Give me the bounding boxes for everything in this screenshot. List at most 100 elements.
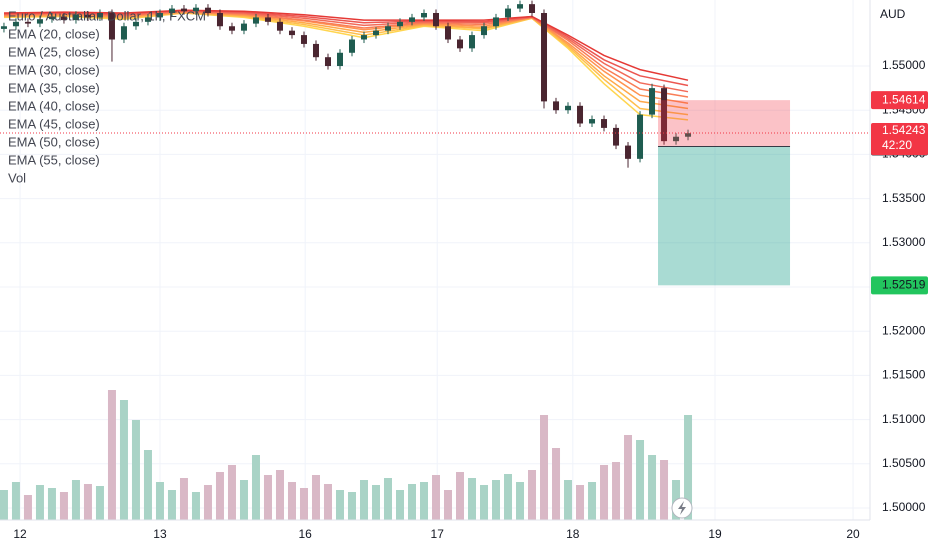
volume-bar bbox=[83, 484, 92, 520]
volume-bar bbox=[191, 492, 200, 520]
volume-bar bbox=[227, 465, 236, 520]
candle-body bbox=[493, 17, 500, 27]
last-price-label: 1.54243 bbox=[882, 123, 926, 137]
candle-body bbox=[264, 17, 271, 22]
volume-bar bbox=[143, 450, 152, 520]
y-tick-label: 1.53500 bbox=[882, 191, 926, 205]
y-tick-label: 1.51500 bbox=[882, 368, 926, 382]
corner bbox=[870, 520, 932, 550]
volume-bar bbox=[155, 482, 164, 520]
volume-bar bbox=[23, 495, 32, 520]
x-tick-label: 20 bbox=[846, 527, 860, 541]
volume-bar bbox=[131, 420, 140, 520]
stop-zone bbox=[658, 100, 791, 147]
candle-body bbox=[120, 26, 127, 40]
ema-line bbox=[3, 12, 689, 116]
candle-body bbox=[84, 14, 91, 18]
ema-line bbox=[3, 9, 689, 81]
candle-body bbox=[601, 119, 608, 128]
y-tick-label: 1.52000 bbox=[882, 323, 926, 337]
volume-bar bbox=[275, 470, 284, 520]
candle-body bbox=[553, 101, 560, 111]
candle-body bbox=[108, 12, 115, 40]
volume-bar bbox=[516, 482, 525, 520]
candle-body bbox=[0, 26, 7, 29]
x-tick-label: 16 bbox=[299, 527, 313, 541]
volume-bar bbox=[419, 482, 428, 520]
volume-bar bbox=[47, 488, 56, 520]
candle-body bbox=[168, 8, 175, 13]
candle-body bbox=[144, 17, 151, 22]
candle-body bbox=[505, 8, 512, 18]
candle-body bbox=[276, 21, 283, 31]
candle-body bbox=[324, 57, 331, 67]
ema-line bbox=[3, 10, 689, 93]
volume-bar bbox=[684, 415, 693, 520]
volume-bar bbox=[383, 478, 392, 520]
axis-labels: 1.550001.545001.540001.535001.530001.525… bbox=[13, 58, 928, 541]
candle-body bbox=[288, 30, 295, 36]
legend-entry: EMA (25, close) bbox=[8, 44, 100, 59]
volume-bar bbox=[468, 478, 477, 520]
legend-title: Euro / Australian Dollar, 1h, FXCM bbox=[8, 8, 206, 23]
candle-body bbox=[433, 12, 440, 27]
volume-bar bbox=[59, 492, 68, 520]
candle-body bbox=[48, 16, 55, 20]
candle-body bbox=[180, 8, 187, 12]
volume-bar bbox=[107, 390, 116, 520]
volume-bar bbox=[624, 435, 633, 520]
volume-bar bbox=[0, 490, 8, 520]
volume-bar bbox=[371, 485, 380, 520]
volume-bar bbox=[323, 484, 332, 520]
volume-bar bbox=[359, 480, 368, 520]
candle-body bbox=[661, 88, 668, 142]
legend-entry: EMA (40, close) bbox=[8, 98, 100, 113]
legend-entry: EMA (55, close) bbox=[8, 152, 100, 167]
stop-label-box bbox=[871, 91, 928, 110]
candle-body bbox=[12, 21, 19, 27]
volume-bar bbox=[576, 485, 585, 520]
volume-bar bbox=[179, 478, 188, 520]
volume-bar bbox=[35, 485, 44, 520]
candle-body bbox=[469, 35, 476, 49]
replay-button[interactable] bbox=[671, 497, 693, 519]
volume-bar bbox=[612, 462, 621, 520]
volume-bar bbox=[347, 492, 356, 520]
candle-body bbox=[396, 21, 403, 27]
candle-body bbox=[156, 12, 163, 18]
plot bbox=[0, 0, 870, 520]
target-label: 1.52519 bbox=[882, 277, 926, 291]
candle-body bbox=[72, 14, 79, 21]
x-tick-label: 18 bbox=[566, 527, 580, 541]
candle-body bbox=[649, 88, 656, 115]
candle-body bbox=[637, 114, 644, 159]
candle-body bbox=[60, 16, 67, 21]
candle-body bbox=[24, 21, 31, 24]
candle-body bbox=[300, 35, 307, 44]
candle-body bbox=[408, 17, 415, 22]
candle-body bbox=[240, 23, 247, 31]
candle-body bbox=[457, 39, 464, 49]
volume-bar bbox=[504, 474, 513, 520]
target-zone bbox=[658, 146, 791, 286]
volume-bar bbox=[456, 472, 465, 520]
volume-bar bbox=[564, 480, 573, 520]
volume-bar bbox=[119, 400, 128, 520]
volume-bar bbox=[588, 482, 597, 520]
volume-bar bbox=[215, 472, 224, 520]
candle-body bbox=[685, 133, 692, 137]
candle-body bbox=[216, 12, 223, 27]
volume-bar bbox=[395, 490, 404, 520]
legend-entry: Vol bbox=[8, 170, 26, 185]
candle-body bbox=[673, 136, 680, 142]
countdown: 42:20 bbox=[882, 138, 912, 152]
x-tick-label: 17 bbox=[431, 527, 445, 541]
volume-bar bbox=[263, 475, 272, 520]
candle-body bbox=[420, 12, 427, 18]
volume-bar bbox=[167, 490, 176, 520]
candle-body bbox=[625, 145, 632, 159]
y-tick-label: 1.50000 bbox=[882, 500, 926, 514]
volume-bar bbox=[636, 440, 645, 520]
